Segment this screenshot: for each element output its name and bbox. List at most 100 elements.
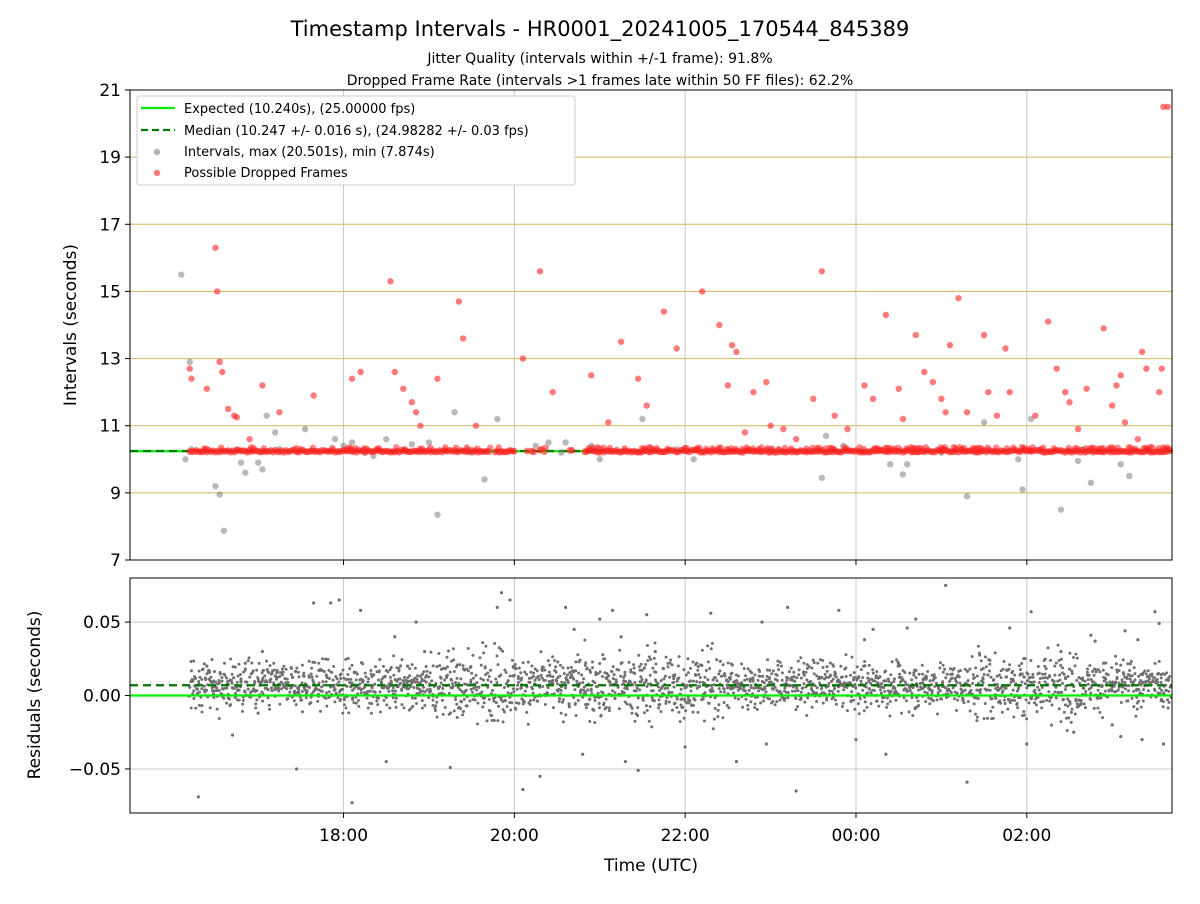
residual-point [943,668,946,671]
residual-point [1082,687,1085,690]
residual-point [364,675,367,678]
residual-point [890,690,893,693]
residual-point [626,687,629,690]
residual-point [1051,704,1054,707]
residual-outlier-point [709,612,712,615]
residual-point [532,692,535,695]
residual-point [979,691,982,694]
residual-point [1056,644,1059,647]
residual-point [991,697,994,700]
residual-point [1111,690,1114,693]
residual-point [645,704,648,707]
residual-point [241,710,244,713]
residual-point [1134,715,1137,718]
residual-point [872,672,875,675]
residual-point [985,665,988,668]
residual-point [392,696,395,699]
dropped-frame-point [409,399,415,405]
interval-point [212,483,218,489]
residual-point [683,717,686,720]
residual-point [504,699,507,702]
residual-point [859,697,862,700]
residual-point [1167,679,1170,682]
residual-point [986,688,989,691]
residual-point [1153,689,1156,692]
residual-point [791,690,794,693]
residual-point [273,669,276,672]
residual-point [597,692,600,695]
residual-point [494,678,497,681]
residual-point [926,670,929,673]
residual-point [665,656,668,659]
residual-point [1003,699,1006,702]
residual-point [717,703,720,706]
dropped-frame-point [212,245,218,251]
residual-point [641,678,644,681]
residual-point [910,678,913,681]
residual-point [593,721,596,724]
residual-point [591,660,594,663]
residual-point [637,654,640,657]
residual-point [696,669,699,672]
interval-point [259,466,265,472]
residual-point [792,671,795,674]
residual-point [884,670,887,673]
residual-point [1064,703,1067,706]
residual-point [586,667,589,670]
residual-point [1093,707,1096,710]
residual-point [1028,701,1031,704]
residual-point [394,700,397,703]
residual-point [615,678,618,681]
residual-point [641,697,644,700]
residual-point [1025,698,1028,701]
residual-point [422,686,425,689]
residual-point [990,676,993,679]
residual-point [240,681,243,684]
residual-point [971,655,974,658]
residual-point [845,675,848,678]
residual-point [579,691,582,694]
residual-outlier-point [914,618,917,621]
residual-point [306,691,309,694]
residual-point [673,673,676,676]
residual-point [463,698,466,701]
residual-point [712,690,715,693]
residual-point [466,704,469,707]
residual-point [347,678,350,681]
interval-point [383,436,389,442]
residual-point [501,650,504,653]
residual-outlier-point [884,753,887,756]
residual-point [440,682,443,685]
chart-title: Timestamp Intervals - HR0001_20241005_17… [290,17,910,42]
residual-point [1026,679,1029,682]
residual-point [450,679,453,682]
residual-point [903,671,906,674]
residual-point [281,668,284,671]
residual-point [1107,673,1110,676]
residual-point [796,705,799,708]
residual-point [309,701,312,704]
residual-point [749,700,752,703]
residual-point [297,688,300,691]
interval-band-point [530,448,537,455]
residual-point [421,707,424,710]
residual-point [1005,687,1008,690]
residual-point [663,687,666,690]
residual-point [247,659,250,662]
residual-point [506,705,509,708]
residual-point [336,696,339,699]
residual-point [401,703,404,706]
residual-point [204,678,207,681]
legend-dropped-swatch [154,170,160,176]
residual-point [1121,691,1124,694]
residual-outlier-point [261,650,264,653]
residual-point [377,678,380,681]
residual-point [351,664,354,667]
residual-point [397,669,400,672]
residual-point [1131,674,1134,677]
residual-point [771,700,774,703]
residual-point [425,665,428,668]
residual-point [849,699,852,702]
residual-point [662,667,665,670]
residual-point [395,706,398,709]
